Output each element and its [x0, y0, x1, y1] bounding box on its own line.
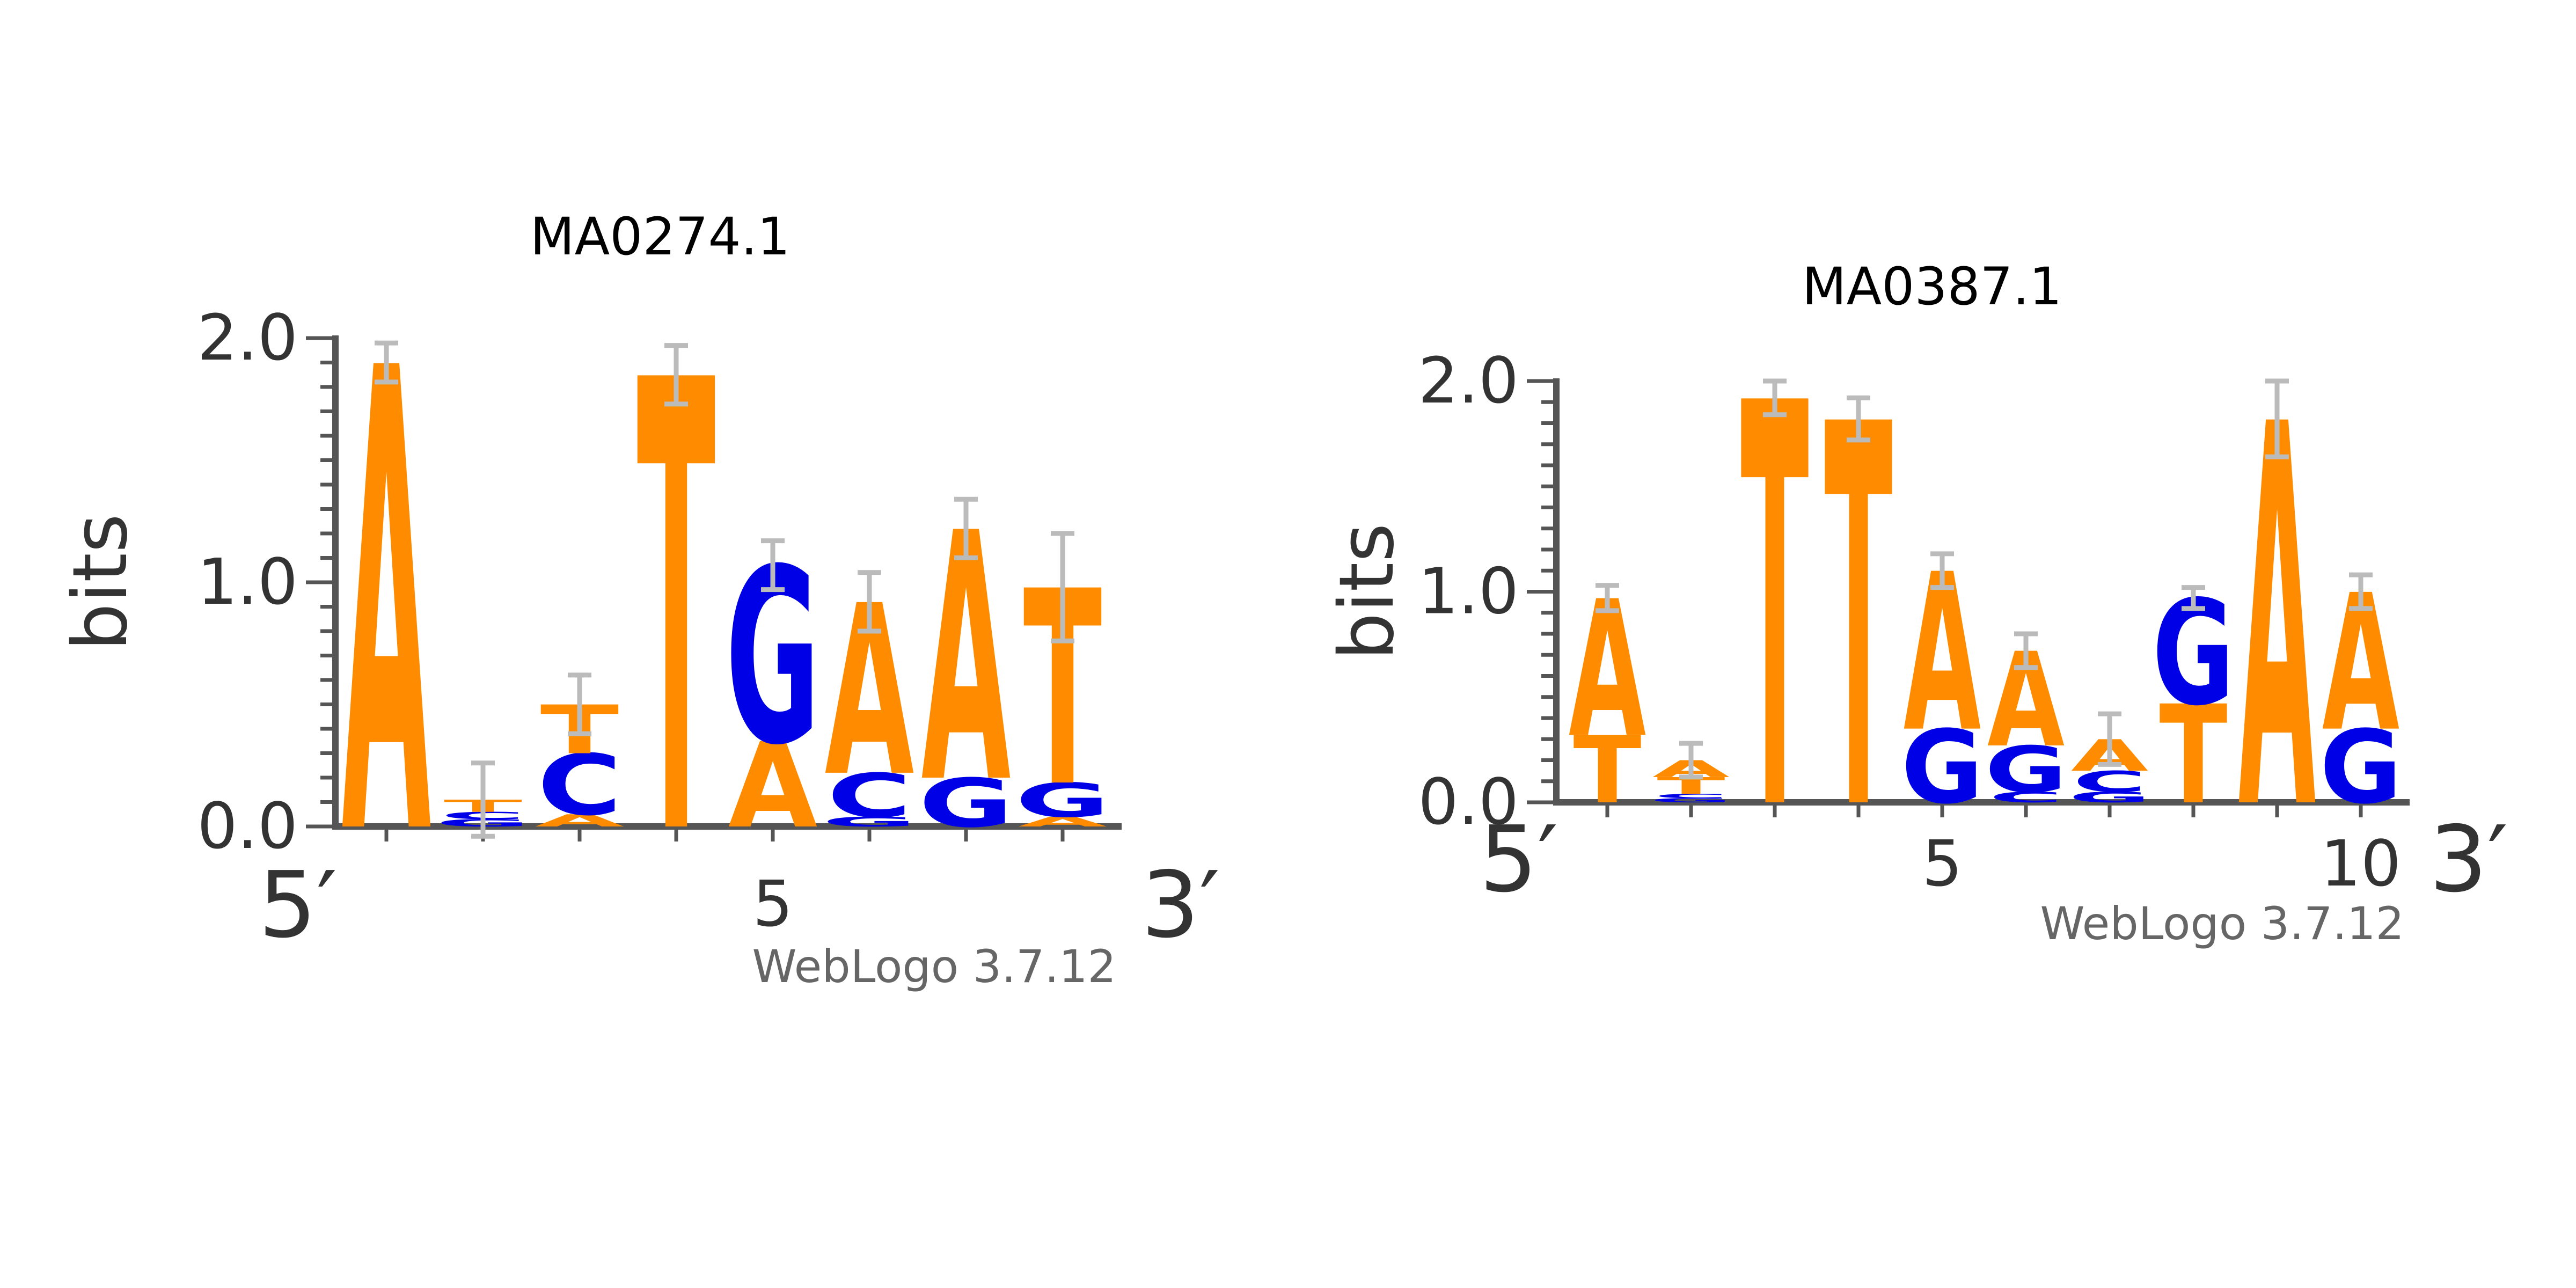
x-tick-label: 5	[1922, 826, 1962, 901]
y-tick-label: 1.0	[197, 545, 298, 619]
five-prime-label: 5′	[259, 852, 338, 958]
y-tick-label: 2.0	[197, 301, 298, 375]
y-tick-label: 1.0	[1418, 554, 1519, 628]
three-prime-label: 3′	[1141, 852, 1220, 958]
three-prime-label: 3′	[2429, 807, 2508, 913]
y-tick-label: 2.0	[1418, 343, 1519, 418]
weblogo-credit: WebLogo 3.7.12	[752, 940, 1116, 993]
weblogo-credit: WebLogo 3.7.12	[2040, 897, 2404, 950]
sequence-logo-1: 0.01.02.0bitsAGCTACTTAG5GCAGAAGT5′3′WebL…	[57, 237, 1220, 993]
five-prime-label: 5′	[1480, 807, 1558, 913]
y-axis-label: bits	[1323, 523, 1411, 661]
x-tick-label: 5	[752, 867, 793, 941]
sequence-logo-2: 0.01.02.0bitsTAGCTATTGA5CGAGCATGAGA105′3…	[1323, 288, 2508, 950]
x-tick-label: 10	[2321, 826, 2401, 901]
y-axis-label: bits	[57, 514, 144, 651]
